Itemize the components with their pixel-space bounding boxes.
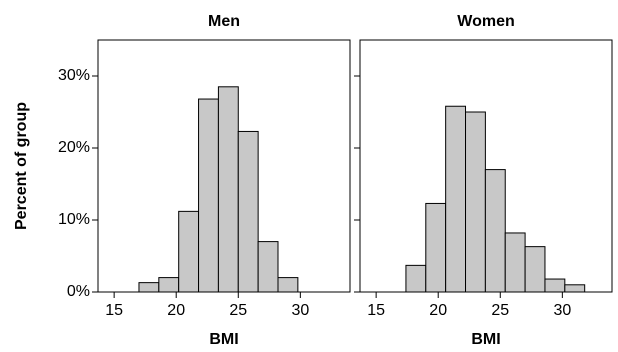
x-tick-label: 15: [367, 302, 385, 319]
bar: [445, 105, 467, 293]
y-tick-label: 20%: [58, 139, 90, 156]
bar: [138, 282, 160, 293]
bar: [524, 246, 546, 293]
y-tick-label: 30%: [58, 67, 90, 84]
bar: [217, 86, 239, 293]
bar: [178, 210, 200, 293]
title: Women: [457, 13, 514, 30]
plot-frame: [97, 39, 351, 293]
bar: [158, 277, 180, 293]
axis-label: Percent of group: [13, 102, 30, 230]
bar: [425, 202, 447, 293]
x-tick-label: 20: [167, 302, 185, 319]
y-tick-label: 0%: [67, 283, 90, 300]
bar: [405, 264, 427, 293]
bar: [544, 278, 566, 293]
axis-label: BMI: [471, 331, 500, 348]
bar: [564, 284, 586, 293]
bar: [257, 241, 279, 293]
x-tick-label: 30: [553, 302, 571, 319]
plot-frame: [359, 39, 613, 293]
x-tick-label: 25: [229, 302, 247, 319]
y-tick-label: 10%: [58, 211, 90, 228]
bar: [277, 277, 299, 293]
x-tick-label: 30: [291, 302, 309, 319]
axis-label: BMI: [209, 331, 238, 348]
bar: [484, 169, 506, 293]
bar: [504, 232, 526, 293]
title: Men: [208, 13, 240, 30]
bar: [465, 111, 486, 293]
x-tick-label: 25: [491, 302, 509, 319]
bar: [198, 98, 219, 293]
x-tick-label: 15: [105, 302, 123, 319]
bar: [237, 130, 259, 293]
x-tick-label: 20: [429, 302, 447, 319]
